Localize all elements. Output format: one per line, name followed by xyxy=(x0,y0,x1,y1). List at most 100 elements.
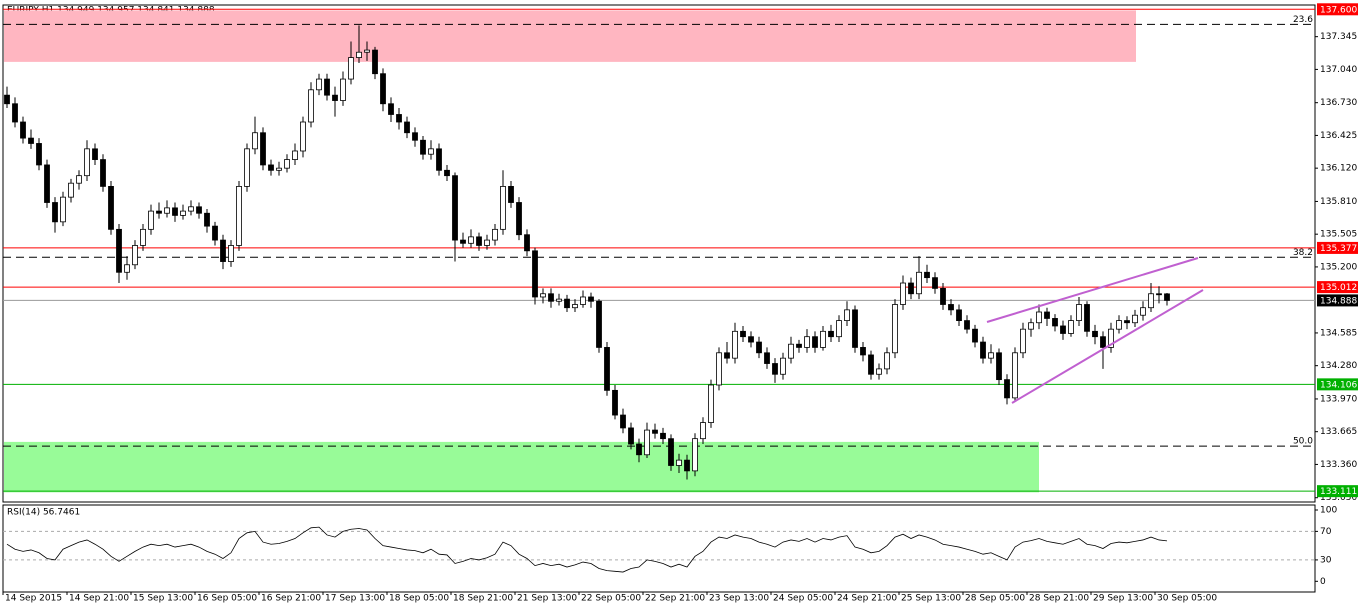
level-badge xyxy=(1317,3,1358,16)
candle-body xyxy=(852,309,858,348)
candle-body xyxy=(92,148,98,160)
level-label: 133.111 xyxy=(1320,487,1357,497)
candle-body xyxy=(436,148,442,171)
candle-body xyxy=(516,202,522,236)
candle-body xyxy=(1036,311,1042,324)
candle-body xyxy=(540,293,546,298)
level-label: 135.012 xyxy=(1320,283,1357,293)
candle-body xyxy=(132,245,138,266)
candle-body xyxy=(708,384,714,423)
candle-body xyxy=(700,422,706,440)
candle-body xyxy=(1004,379,1010,399)
x-tick-label: 29 Sep 13:00 xyxy=(1093,594,1153,604)
y-tick-label: 137.345 xyxy=(1320,32,1357,42)
candle-body xyxy=(1020,328,1026,354)
candle-body xyxy=(644,429,650,456)
level-label: 135.377 xyxy=(1320,244,1357,254)
candle-body xyxy=(452,175,458,241)
rsi-tick-label: 100 xyxy=(1320,505,1337,515)
candle-body xyxy=(284,159,290,169)
level-badge xyxy=(1317,378,1358,391)
candle-body xyxy=(172,207,178,216)
candle-body xyxy=(724,352,730,359)
x-tick-label: 17 Sep 13:00 xyxy=(325,594,385,604)
candle-body xyxy=(964,320,970,330)
x-tick-label: 14 Sep 21:00 xyxy=(69,594,129,604)
candle-body xyxy=(684,459,690,472)
candle-body xyxy=(956,309,962,321)
candle-body xyxy=(52,202,58,223)
rsi-line xyxy=(6,526,1168,573)
x-tick-label: 28 Sep 05:00 xyxy=(965,594,1025,604)
candle-body xyxy=(316,78,322,91)
candle-body xyxy=(1156,293,1162,296)
x-tick-label: 24 Sep 05:00 xyxy=(773,594,833,604)
candle-body xyxy=(740,330,746,338)
candle-body xyxy=(12,103,18,123)
candle-body xyxy=(236,186,242,246)
candle-body xyxy=(60,196,66,223)
candle-body xyxy=(244,148,250,187)
candle-body xyxy=(604,347,610,391)
candle-body xyxy=(484,239,490,246)
candle-body xyxy=(1092,330,1098,338)
candle-body xyxy=(212,225,218,241)
candle-body xyxy=(916,271,922,295)
candle-body xyxy=(908,282,914,295)
candle-body xyxy=(156,210,162,214)
candle-body xyxy=(988,352,994,359)
fib-label: 23.6 xyxy=(1293,15,1313,25)
candle-body xyxy=(812,336,818,348)
candle-body xyxy=(1132,314,1138,324)
x-tick-label: 28 Sep 21:00 xyxy=(1029,594,1089,604)
candle-body xyxy=(404,121,410,134)
candle-body xyxy=(396,114,402,123)
x-tick-label: 15 Sep 13:00 xyxy=(133,594,193,604)
candle-body xyxy=(460,239,466,244)
candle-body xyxy=(100,159,106,187)
candle-body xyxy=(164,207,170,214)
candle-body xyxy=(500,186,506,230)
candle-body xyxy=(300,121,306,152)
trendline xyxy=(1011,289,1204,404)
candle-body xyxy=(1140,307,1146,316)
candle-body xyxy=(196,206,202,214)
rsi-tick-label: 0 xyxy=(1320,577,1326,587)
candle-body xyxy=(580,296,586,305)
candle-body xyxy=(508,186,514,203)
x-tick-label: 23 Sep 13:00 xyxy=(709,594,769,604)
x-tick-label: 21 Sep 13:00 xyxy=(517,594,577,604)
candle-body xyxy=(828,330,834,338)
y-tick-label: 133.050 xyxy=(1320,493,1357,503)
candle-body xyxy=(444,169,450,177)
y-tick-label: 134.585 xyxy=(1320,328,1357,338)
candle-body xyxy=(756,341,762,354)
y-tick-label: 135.810 xyxy=(1320,197,1357,207)
candle-body xyxy=(1060,325,1066,334)
fib-label: 50.0 xyxy=(1293,437,1313,447)
candle-body xyxy=(348,57,354,80)
candle-body xyxy=(148,210,154,230)
x-tick-label: 22 Sep 05:00 xyxy=(581,594,641,604)
candle-body xyxy=(420,139,426,155)
level-badge xyxy=(1317,294,1358,307)
level-badge xyxy=(1317,281,1358,294)
candle-body xyxy=(924,271,930,279)
main-frame xyxy=(2,4,1316,503)
candle-body xyxy=(948,304,954,311)
level-label: 137.600 xyxy=(1320,5,1357,15)
candle-body xyxy=(596,300,602,348)
candle-body xyxy=(428,148,434,155)
rsi-tick-label: 70 xyxy=(1320,527,1332,537)
candle-body xyxy=(900,282,906,305)
zone xyxy=(4,441,1039,493)
candle-body xyxy=(1108,328,1114,348)
level-label: 134.106 xyxy=(1320,380,1357,390)
candle-body xyxy=(308,89,314,123)
candle-body xyxy=(844,309,850,321)
candle-body xyxy=(332,94,338,101)
x-tick-label: 18 Sep 21:00 xyxy=(453,594,513,604)
candle-body xyxy=(124,264,130,273)
candle-body xyxy=(276,167,282,171)
